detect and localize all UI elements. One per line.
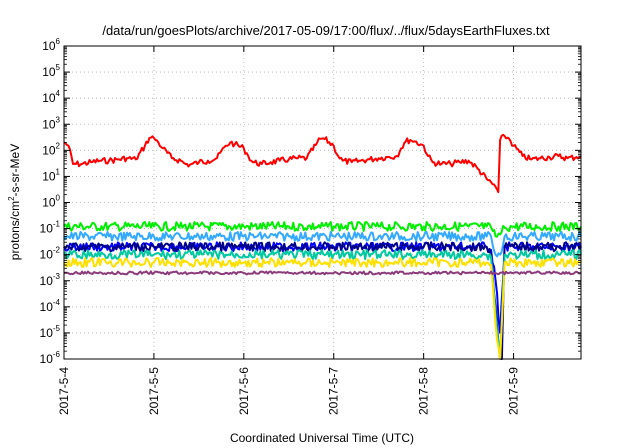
y-tick-label: 10-1: [40, 220, 61, 236]
y-tick-label: 10-4: [40, 298, 61, 314]
y-tick-label: 10-2: [40, 246, 61, 262]
y-tick-label: 104: [42, 89, 60, 105]
x-tick-label: 2017-5-5: [147, 367, 161, 415]
series-line-0: [63, 133, 582, 194]
y-tick-label: 103: [42, 115, 60, 131]
grid: [64, 46, 581, 359]
y-tick-label: 106: [42, 37, 60, 53]
series-line-1: [63, 221, 582, 238]
y-tick-label: 10-6: [40, 350, 61, 366]
y-axis-label: protons/cm2-s-sr-MeV: [7, 144, 22, 260]
x-tick-label: 2017-5-9: [507, 367, 521, 415]
series-group: [63, 133, 582, 360]
series-line-7: [63, 270, 582, 276]
y-tick-label: 105: [42, 63, 60, 79]
series-line-2: [63, 231, 582, 258]
x-tick-label: 2017-5-4: [57, 367, 71, 415]
x-tick-label: 2017-5-7: [327, 367, 341, 415]
ticks-group: [63, 45, 581, 360]
y-tick-label: 102: [42, 141, 60, 157]
x-tick-labels: 2017-5-4 2017-5-5 2017-5-6 2017-5-7 2017-5-8…: [57, 367, 521, 415]
y-tick-label: 100: [42, 194, 60, 210]
chart-title: /data/run/goesPlots/archive/2017-05-09/1…: [102, 23, 550, 38]
y-tick-label: 10-3: [40, 272, 61, 288]
x-axis-label: Coordinated Universal Time (UTC): [230, 431, 414, 445]
y-tick-label: 10-5: [40, 324, 61, 340]
y-tick-labels: 10-6 10-5 10-4 10-3 10-2 10-1 100 101 102 103 104 1…: [40, 37, 61, 366]
x-tick-label: 2017-5-6: [237, 367, 251, 415]
series-line-6: [63, 257, 582, 360]
x-tick-label: 2017-5-8: [417, 367, 431, 415]
y-tick-label: 101: [42, 167, 60, 183]
